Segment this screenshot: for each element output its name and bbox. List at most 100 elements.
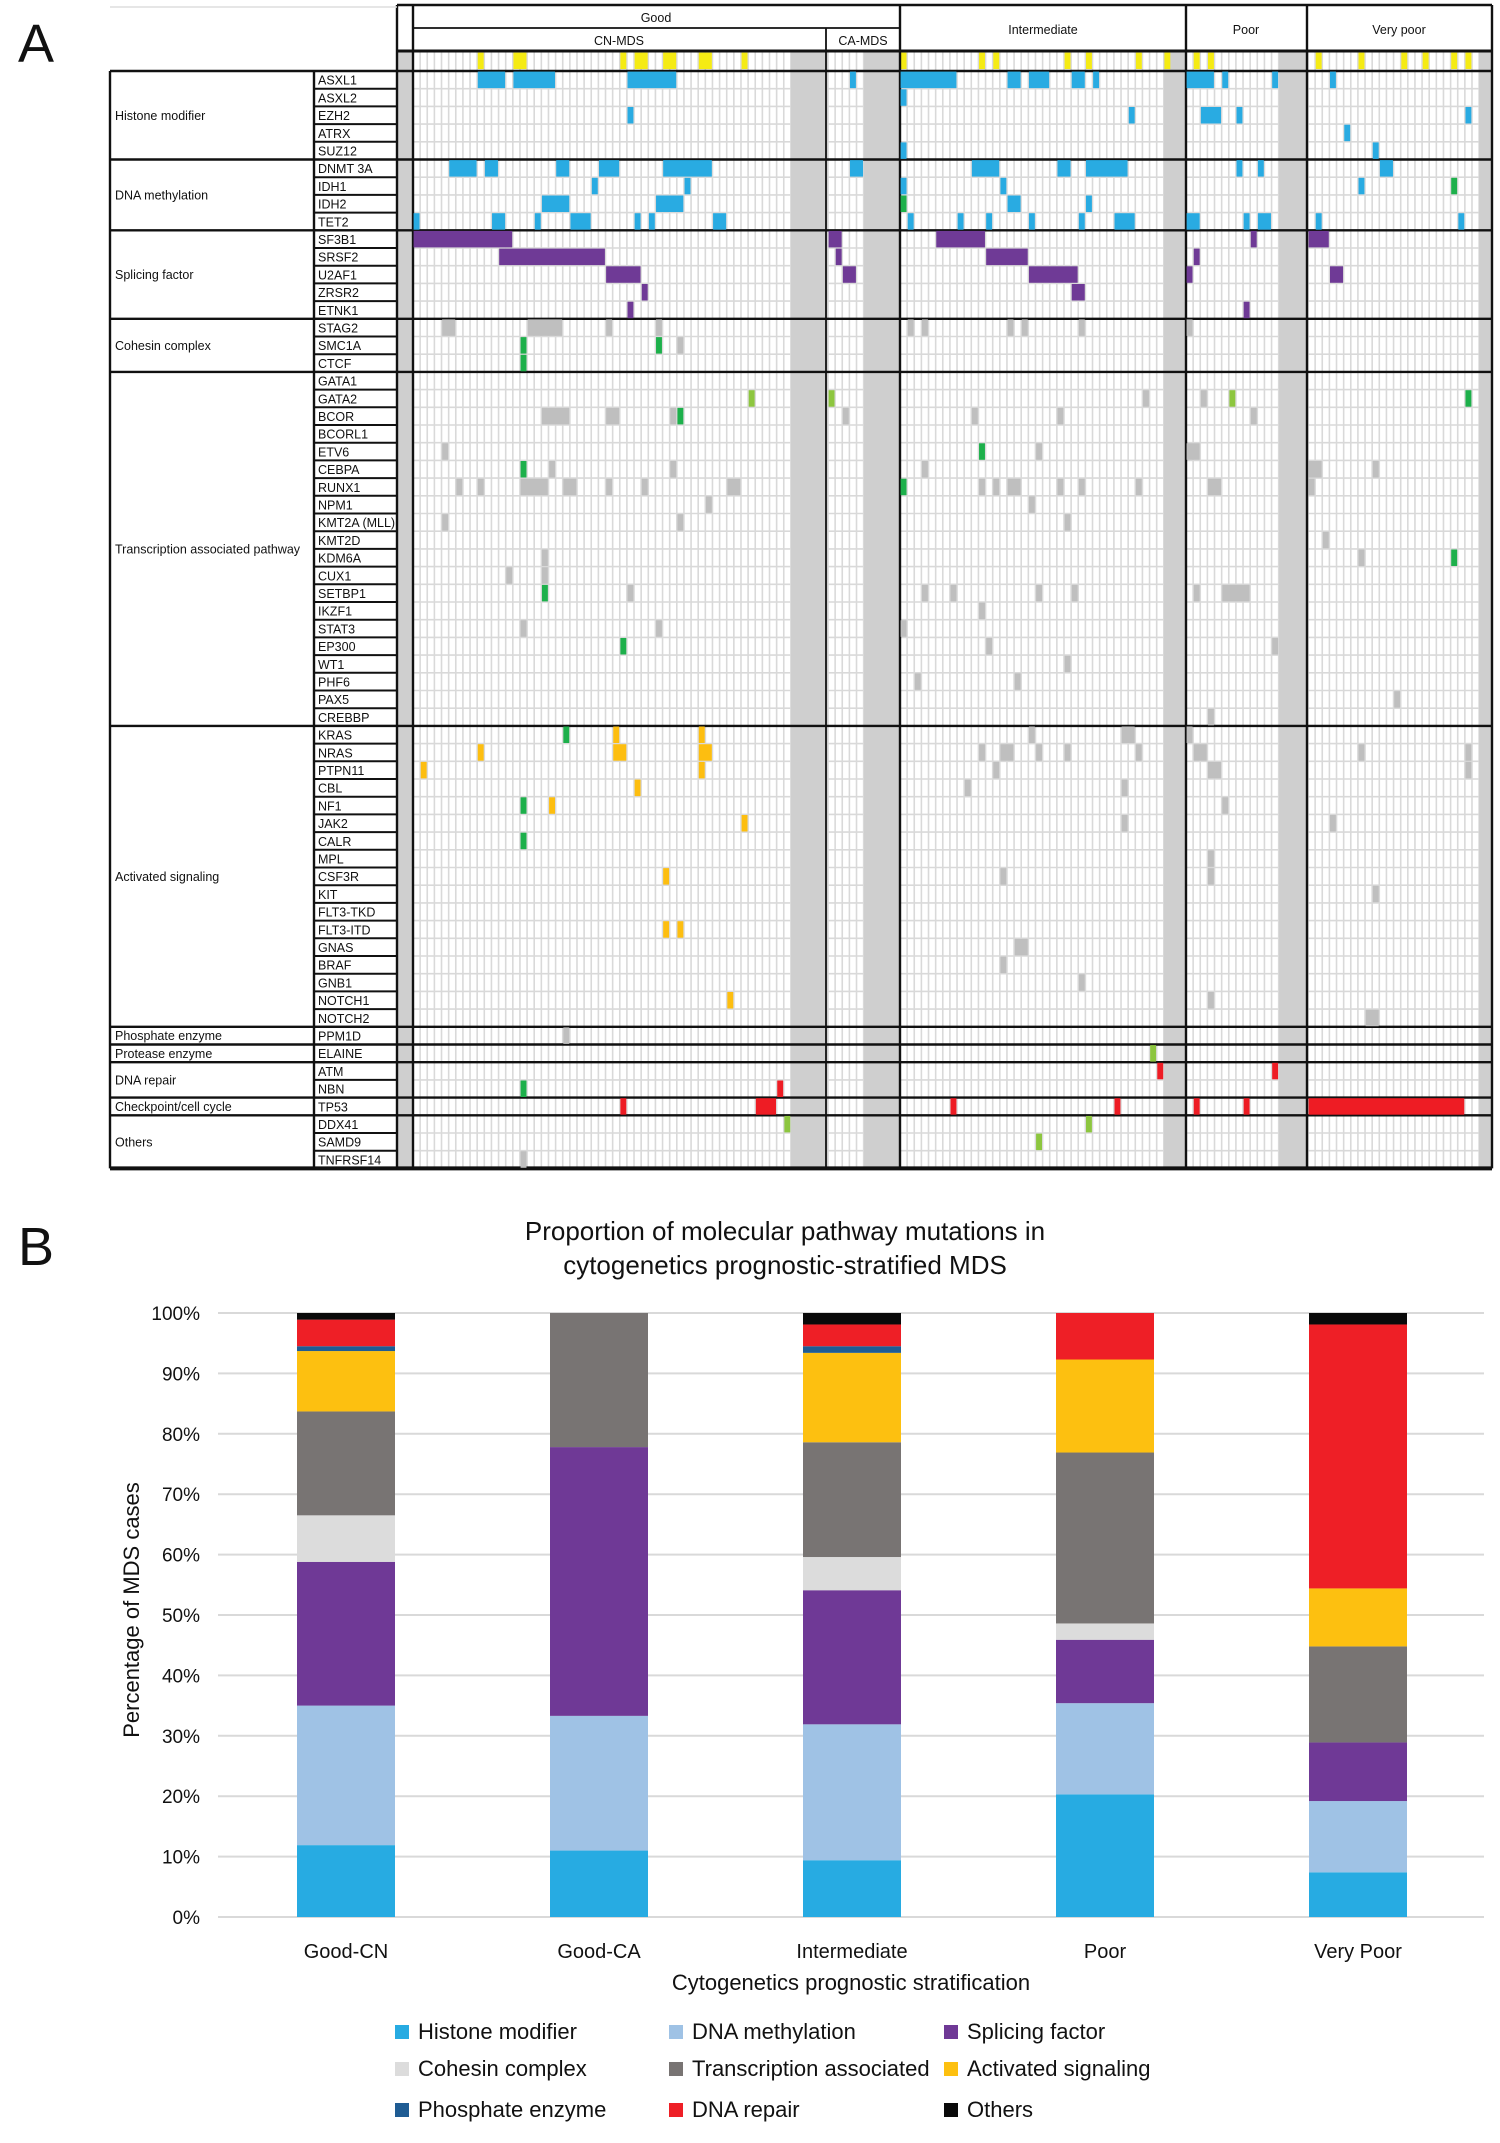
mutation-cell-nras [1358, 744, 1365, 761]
mutation-cell-nf1 [1222, 797, 1229, 814]
gene-label: SRSF2 [318, 251, 358, 265]
mutation-cell-u2af1 [842, 266, 856, 283]
y-axis-label: Percentage of MDS cases [119, 1482, 144, 1738]
mutation-cell-tet2 [1028, 213, 1035, 230]
mutation-cell-top-row [1164, 52, 1171, 70]
mutation-cell-kras [563, 726, 570, 743]
mutation-cell-bcor [677, 407, 684, 425]
mutation-cell-top-row [1193, 52, 1200, 70]
mutation-cell-u2af1 [1186, 266, 1193, 283]
mutation-cell-ptpn11 [993, 761, 1000, 779]
mutation-cell-top-row [1451, 52, 1458, 70]
mutation-cell-u2af1 [606, 266, 641, 283]
gene-label: U2AF1 [318, 268, 357, 282]
header-intermediate: Intermediate [1008, 23, 1078, 37]
legend-label: Others [967, 2097, 1033, 2122]
mutation-cell-dnmt-3a [971, 160, 1000, 177]
gene-label: CTCF [318, 357, 352, 371]
mutation-cell-etnk1 [1243, 301, 1250, 319]
mutation-cell-suz12 [900, 142, 907, 159]
mutation-cell-dnmt-3a [1236, 160, 1243, 177]
mutation-cell-wt1 [1064, 655, 1071, 673]
mutation-cell-ctcf [520, 354, 527, 372]
mutation-cell-ezh2 [1465, 107, 1472, 124]
bar-segment-phosphate-enzyme [297, 1346, 395, 1352]
mutation-cell-tet2 [1078, 213, 1085, 230]
bar-segment-activated-signaling [1056, 1359, 1154, 1453]
gene-label: TET2 [318, 215, 349, 229]
mutation-cell-bcor [606, 407, 620, 425]
mutation-cell-ezh2 [627, 107, 634, 124]
gene-label: EZH2 [318, 109, 350, 123]
mutation-cell-tp53 [755, 1098, 777, 1115]
mutation-cell-asxl1 [849, 71, 856, 89]
pathway-label: Activated signaling [115, 870, 219, 884]
mutation-cell-top-row [1358, 52, 1365, 70]
bar-segment-dna-methylation [803, 1724, 901, 1861]
mutation-cell-dnmt-3a [1085, 160, 1128, 177]
bar-segment-splicing-factor [550, 1447, 648, 1716]
y-tick-label: 100% [151, 1304, 200, 1325]
mutation-cell-tet2 [570, 213, 591, 230]
chart-title-line-2: cytogenetics prognostic-stratified MDS [563, 1250, 1007, 1280]
mutation-cell-asxl1 [477, 71, 506, 89]
gene-label: NOTCH1 [318, 994, 369, 1008]
mutation-cell-tet2 [534, 213, 541, 230]
mutation-cell-top-row [477, 52, 484, 70]
column-group-spacer [791, 51, 828, 1169]
mutation-cell-flt3-itd [677, 921, 684, 938]
mutation-cell-top-row [634, 52, 648, 70]
bar-segment-activated-signaling [297, 1351, 395, 1412]
mutation-cell-asxl1 [627, 71, 677, 89]
mutation-cell-tet2 [1114, 213, 1135, 230]
mutation-cell-idh1 [684, 177, 691, 195]
mutation-cell-nf1 [549, 797, 555, 814]
mutation-cell-ep300 [620, 638, 627, 655]
mutation-cell-zrsr2 [641, 284, 648, 301]
mutation-cell-stag2 [656, 319, 662, 336]
bar-segment-activated-signaling [1309, 1588, 1407, 1647]
mutation-cell-kras [698, 726, 705, 743]
mutation-cell-idh1 [900, 177, 907, 195]
mutation-cell-gata2 [748, 390, 755, 407]
mutation-cell-nbn [520, 1080, 527, 1097]
gene-label: PPM1D [318, 1030, 361, 1044]
mutation-cell-top-row [1085, 52, 1092, 70]
gene-label: IDH1 [318, 180, 347, 194]
mutation-cell-sf3b1 [936, 230, 985, 248]
mutation-cell-runx1 [1007, 478, 1021, 496]
mutation-cell-atm [1272, 1062, 1279, 1080]
column-group-spacer [1279, 51, 1308, 1169]
mutation-cell-srsf2 [1193, 248, 1200, 266]
gene-label: CSF3R [318, 870, 359, 884]
mutation-cell-mpl [1207, 850, 1214, 867]
bar-segment-dna-repair [803, 1324, 901, 1347]
mutation-cell-ppm1d [563, 1027, 570, 1044]
column-group-spacer [397, 51, 413, 1169]
mutation-cell-setbp1 [1193, 584, 1200, 602]
gene-label: ZRSR2 [318, 286, 359, 300]
gene-label: CREBBP [318, 711, 369, 725]
gene-label: FLT3-ITD [318, 923, 371, 937]
y-tick-label: 40% [162, 1666, 200, 1687]
mutation-cell-samd9 [1036, 1133, 1042, 1151]
legend-swatch [944, 2025, 958, 2039]
gene-label: GNB1 [318, 976, 352, 990]
mutation-cell-dnmt-3a [1257, 160, 1264, 177]
mutation-cell-idh2 [656, 195, 684, 212]
gene-label: NOTCH2 [318, 1012, 369, 1026]
gene-label: GATA1 [318, 375, 357, 389]
mutation-cell-dnmt-3a [556, 160, 570, 177]
mutation-cell-bcor [670, 407, 677, 425]
mutation-cell-ep300 [1272, 638, 1279, 655]
mutation-cell-tet2 [907, 213, 914, 230]
legend-label: Histone modifier [418, 2019, 577, 2044]
mutation-cell-notch2 [1365, 1009, 1379, 1027]
y-tick-label: 50% [162, 1606, 200, 1627]
gene-label: KMT2A (MLL) [318, 516, 395, 530]
mutation-cell-kras [613, 726, 620, 743]
mutation-cell-runx1 [1308, 478, 1315, 496]
mutation-cell-ep300 [986, 638, 993, 655]
mutation-cell-cebpa [670, 461, 677, 478]
mutation-cell-gata2 [1229, 390, 1236, 407]
